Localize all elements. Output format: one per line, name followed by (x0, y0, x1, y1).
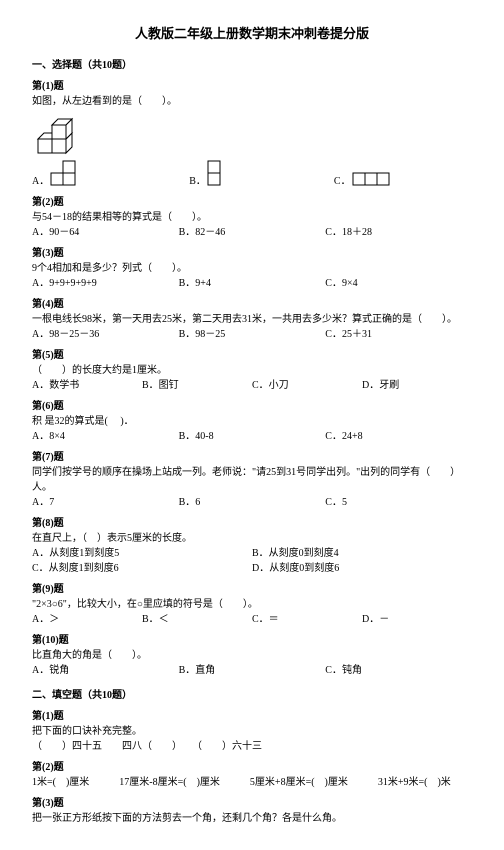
q2-opt-b: B．82－46 (179, 225, 326, 240)
q6-text: 积 是32的算式是( )． (32, 414, 472, 429)
q6-options: A．8×4 B．40-8 C．24+8 (32, 429, 472, 444)
q1-text: 如图，从左边看到的是（ ）。 (32, 94, 472, 109)
f1-l2: （ ）四十五 四八（ ） （ ）六十三 (32, 739, 472, 754)
section-2-title: 二、填空题（共10题） (32, 688, 472, 703)
q10-opt-a: A．锐角 (32, 663, 179, 678)
q9-opt-c: C．＝ (252, 612, 362, 627)
q9-opt-a: A．＞ (32, 612, 142, 627)
q2-options: A．90－64 B．82－46 C．18＋28 (32, 225, 472, 240)
q10-opt-c: C．钝角 (325, 663, 472, 678)
q10-text: 比直角大的角是（ ）。 (32, 648, 472, 663)
q4-opt-c: C．25＋31 (325, 327, 472, 342)
q5-options: A．数学书 B．图钉 C．小刀 D．牙刷 (32, 378, 472, 393)
q8-options: A．从刻度1到刻度5 B．从刻度0到刻度4 C．从刻度1到刻度6 D．从刻度0到… (32, 546, 472, 576)
q3-opt-a: A．9+9+9+9+9 (32, 276, 179, 291)
q1-num: 第(1)题 (32, 79, 472, 94)
q1-opt-b-label: B． (189, 174, 206, 189)
q10-options: A．锐角 B．直角 C．钝角 (32, 663, 472, 678)
q2-opt-c: C．18＋28 (325, 225, 472, 240)
q1-opt-b-icon (206, 157, 236, 189)
q1-opt-a-label: A． (32, 174, 49, 189)
f2-num: 第(2)题 (32, 760, 472, 775)
q8-opt-a: A．从刻度1到刻度5 (32, 546, 252, 561)
q3-opt-b: B．9+4 (179, 276, 326, 291)
q8-opt-c: C．从刻度1到刻度6 (32, 561, 252, 576)
q3-options: A．9+9+9+9+9 B．9+4 C．9×4 (32, 276, 472, 291)
f2-l1: 1米=( )厘米 17厘米-8厘米=( )厘米 5厘米+8厘米=( )厘米 31… (32, 775, 472, 790)
q4-options: A．98－25－36 B．98－25 C．25＋31 (32, 327, 472, 342)
q2-opt-a: A．90－64 (32, 225, 179, 240)
q4-text: 一根电线长98米，第一天用去25米，第二天用去31米，一共用去多少米？算式正确的… (32, 312, 472, 327)
q4-opt-a: A．98－25－36 (32, 327, 179, 342)
q6-opt-b: B．40-8 (179, 429, 326, 444)
q3-opt-c: C．9×4 (325, 276, 472, 291)
q1-opt-c-icon (351, 171, 393, 189)
q6-opt-a: A．8×4 (32, 429, 179, 444)
q2-text: 与54－18的结果相等的算式是（ ）。 (32, 210, 472, 225)
q1-opt-c-label: C． (334, 174, 351, 189)
q2-num: 第(2)题 (32, 195, 472, 210)
page-title: 人教版二年级上册数学期末冲刺卷提分版 (32, 24, 472, 44)
q9-opt-d: D．－ (362, 612, 472, 627)
q1-options: A． B． C． (32, 157, 472, 189)
f1-num: 第(1)题 (32, 709, 472, 724)
q8-opt-d: D．从刻度0到刻度6 (252, 561, 472, 576)
q5-text: （ ）的长度大约是1厘米。 (32, 363, 472, 378)
q1-opt-a-icon (49, 157, 91, 189)
q7-opt-a: A．7 (32, 495, 179, 510)
section-1-title: 一、选择题（共10题） (32, 58, 472, 73)
q9-options: A．＞ B．＜ C．＝ D．－ (32, 612, 472, 627)
q10-opt-b: B．直角 (179, 663, 326, 678)
q7-opt-b: B．6 (179, 495, 326, 510)
q7-num: 第(7)题 (32, 450, 472, 465)
q9-num: 第(9)题 (32, 582, 472, 597)
q10-num: 第(10)题 (32, 633, 472, 648)
q1-figure (32, 109, 472, 157)
q7-opt-c: C．5 (325, 495, 472, 510)
q5-opt-a: A．数学书 (32, 378, 142, 393)
q4-num: 第(4)题 (32, 297, 472, 312)
q6-num: 第(6)题 (32, 399, 472, 414)
q8-opt-b: B．从刻度0到刻度4 (252, 546, 472, 561)
q5-opt-b: B．图钉 (142, 378, 252, 393)
q8-text: 在直尺上，（ ）表示5厘米的长度。 (32, 531, 472, 546)
q5-num: 第(5)题 (32, 348, 472, 363)
q9-opt-b: B．＜ (142, 612, 252, 627)
f3-num: 第(3)题 (32, 796, 472, 811)
q6-opt-c: C．24+8 (325, 429, 472, 444)
q3-text: 9个4相加和是多少？列式（ ）。 (32, 261, 472, 276)
q5-opt-d: D．牙刷 (362, 378, 472, 393)
f1-l1: 把下面的口诀补充完整。 (32, 724, 472, 739)
f3-l1: 把一张正方形纸按下面的方法剪去一个角，还剩几个角？各是什么角。 (32, 811, 472, 826)
q7-text: 同学们按学号的顺序在操场上站成一列。老师说："请25到31号同学出列。"出列的同… (32, 465, 472, 495)
q7-options: A．7 B．6 C．5 (32, 495, 472, 510)
q4-opt-b: B．98－25 (179, 327, 326, 342)
q5-opt-c: C．小刀 (252, 378, 362, 393)
q3-num: 第(3)题 (32, 246, 472, 261)
q9-text: "2×3○6"，比较大小，在○里应填的符号是（ ）。 (32, 597, 472, 612)
q8-num: 第(8)题 (32, 516, 472, 531)
